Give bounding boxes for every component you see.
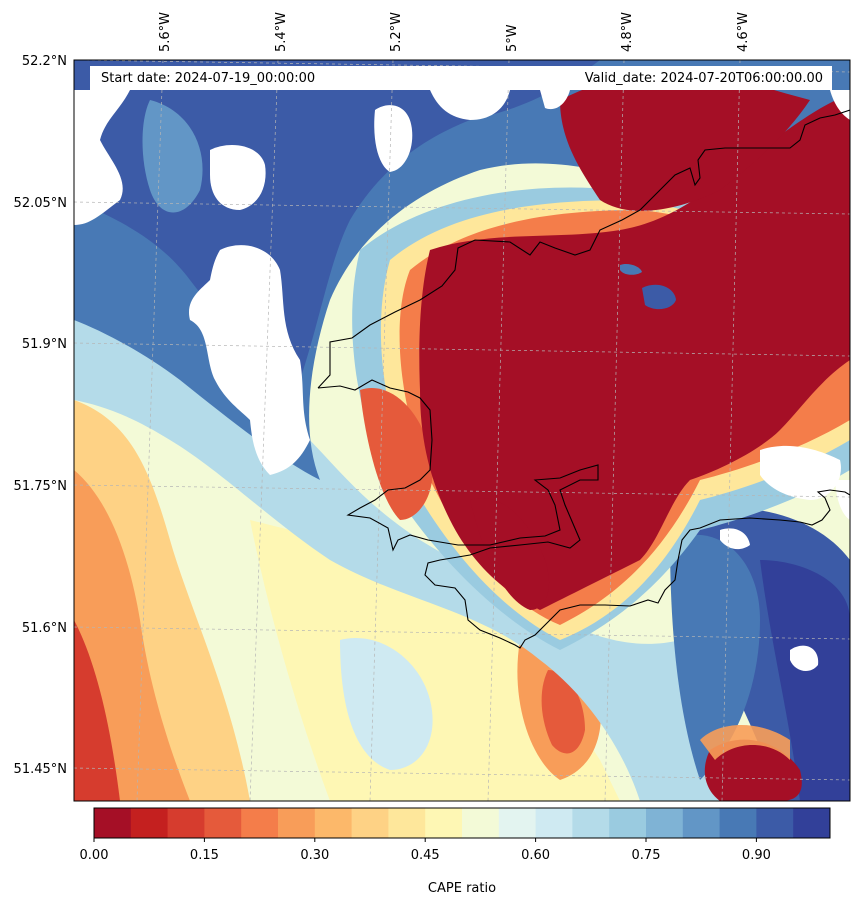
title-strip (90, 66, 832, 90)
colorbar-tick-label: 0.00 (80, 848, 109, 863)
colorbar-swatch (462, 808, 500, 838)
field-orange-southeast-ring (700, 725, 790, 760)
field-lightblue-patch (340, 638, 433, 770)
colorbar-swatch (498, 808, 537, 838)
map-frame (73, 59, 851, 802)
colorbar-swatch (278, 808, 316, 838)
colorbar-swatch (572, 808, 610, 838)
colorbar: 0.00 0.15 0.30 0.45 0.60 0.75 0.90 CAPE ratio (80, 807, 831, 896)
field-darkblue-north (74, 60, 600, 380)
colorbar-label: CAPE ratio (428, 881, 496, 896)
mask-north-lobe-3 (430, 90, 510, 120)
lat-tick-labels: 52.2°N 52.05°N 51.9°N 51.75°N 51.6°N 51.… (14, 54, 67, 777)
mask-north-lobe-2 (374, 105, 413, 172)
lon-tick-label: 4.8°W (620, 12, 635, 52)
field-darkblue-southeast (760, 560, 850, 801)
lat-tick-label: 51.75°N (14, 479, 67, 494)
lon-tick-labels: 5.6°W 5.4°W 5.2°W 5°W 4.8°W 4.6°W (158, 12, 751, 52)
field-red-southeast-blob (704, 739, 802, 801)
field-red-north-arm (560, 70, 810, 211)
colorbar-tick-label: 0.60 (521, 848, 550, 863)
field-midblue-ridge (142, 100, 203, 213)
colorbar-swatch (388, 808, 426, 838)
lat-tick-label: 51.6°N (22, 621, 67, 636)
field-red-south-lobe (470, 498, 550, 610)
coastline (317, 109, 850, 649)
valid-date-label: Valid_date: 2024-07-20T06:00:00.00 (585, 71, 823, 86)
colorbar-tick-label: 0.90 (742, 848, 771, 863)
lon-tick-label: 4.6°W (736, 12, 751, 52)
colorbar-swatch (351, 808, 389, 838)
colorbar-swatch (756, 808, 794, 838)
colorbar-swatch (94, 808, 132, 838)
cape-ratio-field (74, 60, 850, 801)
colorbar-swatch (682, 808, 721, 838)
field-blue-islet (642, 284, 676, 310)
lat-tick-label: 51.9°N (22, 337, 67, 352)
missing-data-mask (74, 90, 850, 672)
colorbar-ticks: 0.00 0.15 0.30 0.45 0.60 0.75 0.90 (80, 838, 771, 863)
mask-central-island (189, 245, 310, 475)
lat-tick-label: 52.2°N (22, 54, 67, 69)
colorbar-swatch (314, 808, 353, 838)
colorbar-swatch (793, 808, 831, 838)
colorbar-swatch (241, 808, 279, 838)
colorbar-tick-label: 0.45 (411, 848, 440, 863)
lon-tick-label: 5.2°W (389, 12, 404, 52)
colorbar-swatch (130, 808, 169, 838)
colorbar-tick-label: 0.75 (632, 848, 661, 863)
colorbar-swatch (609, 808, 647, 838)
lon-tick-label: 5°W (505, 24, 520, 52)
colorbar-tick-label: 0.30 (300, 848, 329, 863)
field-west-orange-lobe (360, 388, 433, 520)
start-date-label: Start date: 2024-07-19_00:00:00 (101, 71, 315, 86)
field-midblue-east (670, 534, 760, 780)
mask-northwest (74, 90, 130, 225)
lat-tick-label: 51.45°N (14, 762, 67, 777)
mask-east-edge (835, 480, 850, 520)
colorbar-frame (93, 807, 831, 839)
lon-tick-label: 5.6°W (158, 12, 173, 52)
lat-tick-label: 52.05°N (14, 196, 67, 211)
colorbar-swatches (94, 808, 831, 838)
colorbar-swatch (204, 808, 242, 838)
colorbar-swatch (646, 808, 684, 838)
field-south-red (541, 670, 585, 754)
map-panel (74, 60, 850, 801)
field-sw-red (74, 620, 120, 801)
colorbar-swatch (425, 808, 463, 838)
mask-east-3 (790, 645, 819, 672)
colorbar-swatch (719, 808, 757, 838)
mask-east-1 (760, 445, 841, 500)
field-blue-islet-2 (620, 263, 642, 275)
mask-north-lobe-4 (540, 90, 570, 110)
mask-north-lobe-1 (210, 145, 266, 210)
colorbar-swatch (167, 808, 205, 838)
colorbar-swatch (535, 808, 573, 838)
lon-tick-label: 5.4°W (274, 12, 289, 52)
colorbar-tick-label: 0.15 (190, 848, 219, 863)
mask-east-2 (720, 528, 750, 550)
mask-east-4 (830, 90, 850, 120)
